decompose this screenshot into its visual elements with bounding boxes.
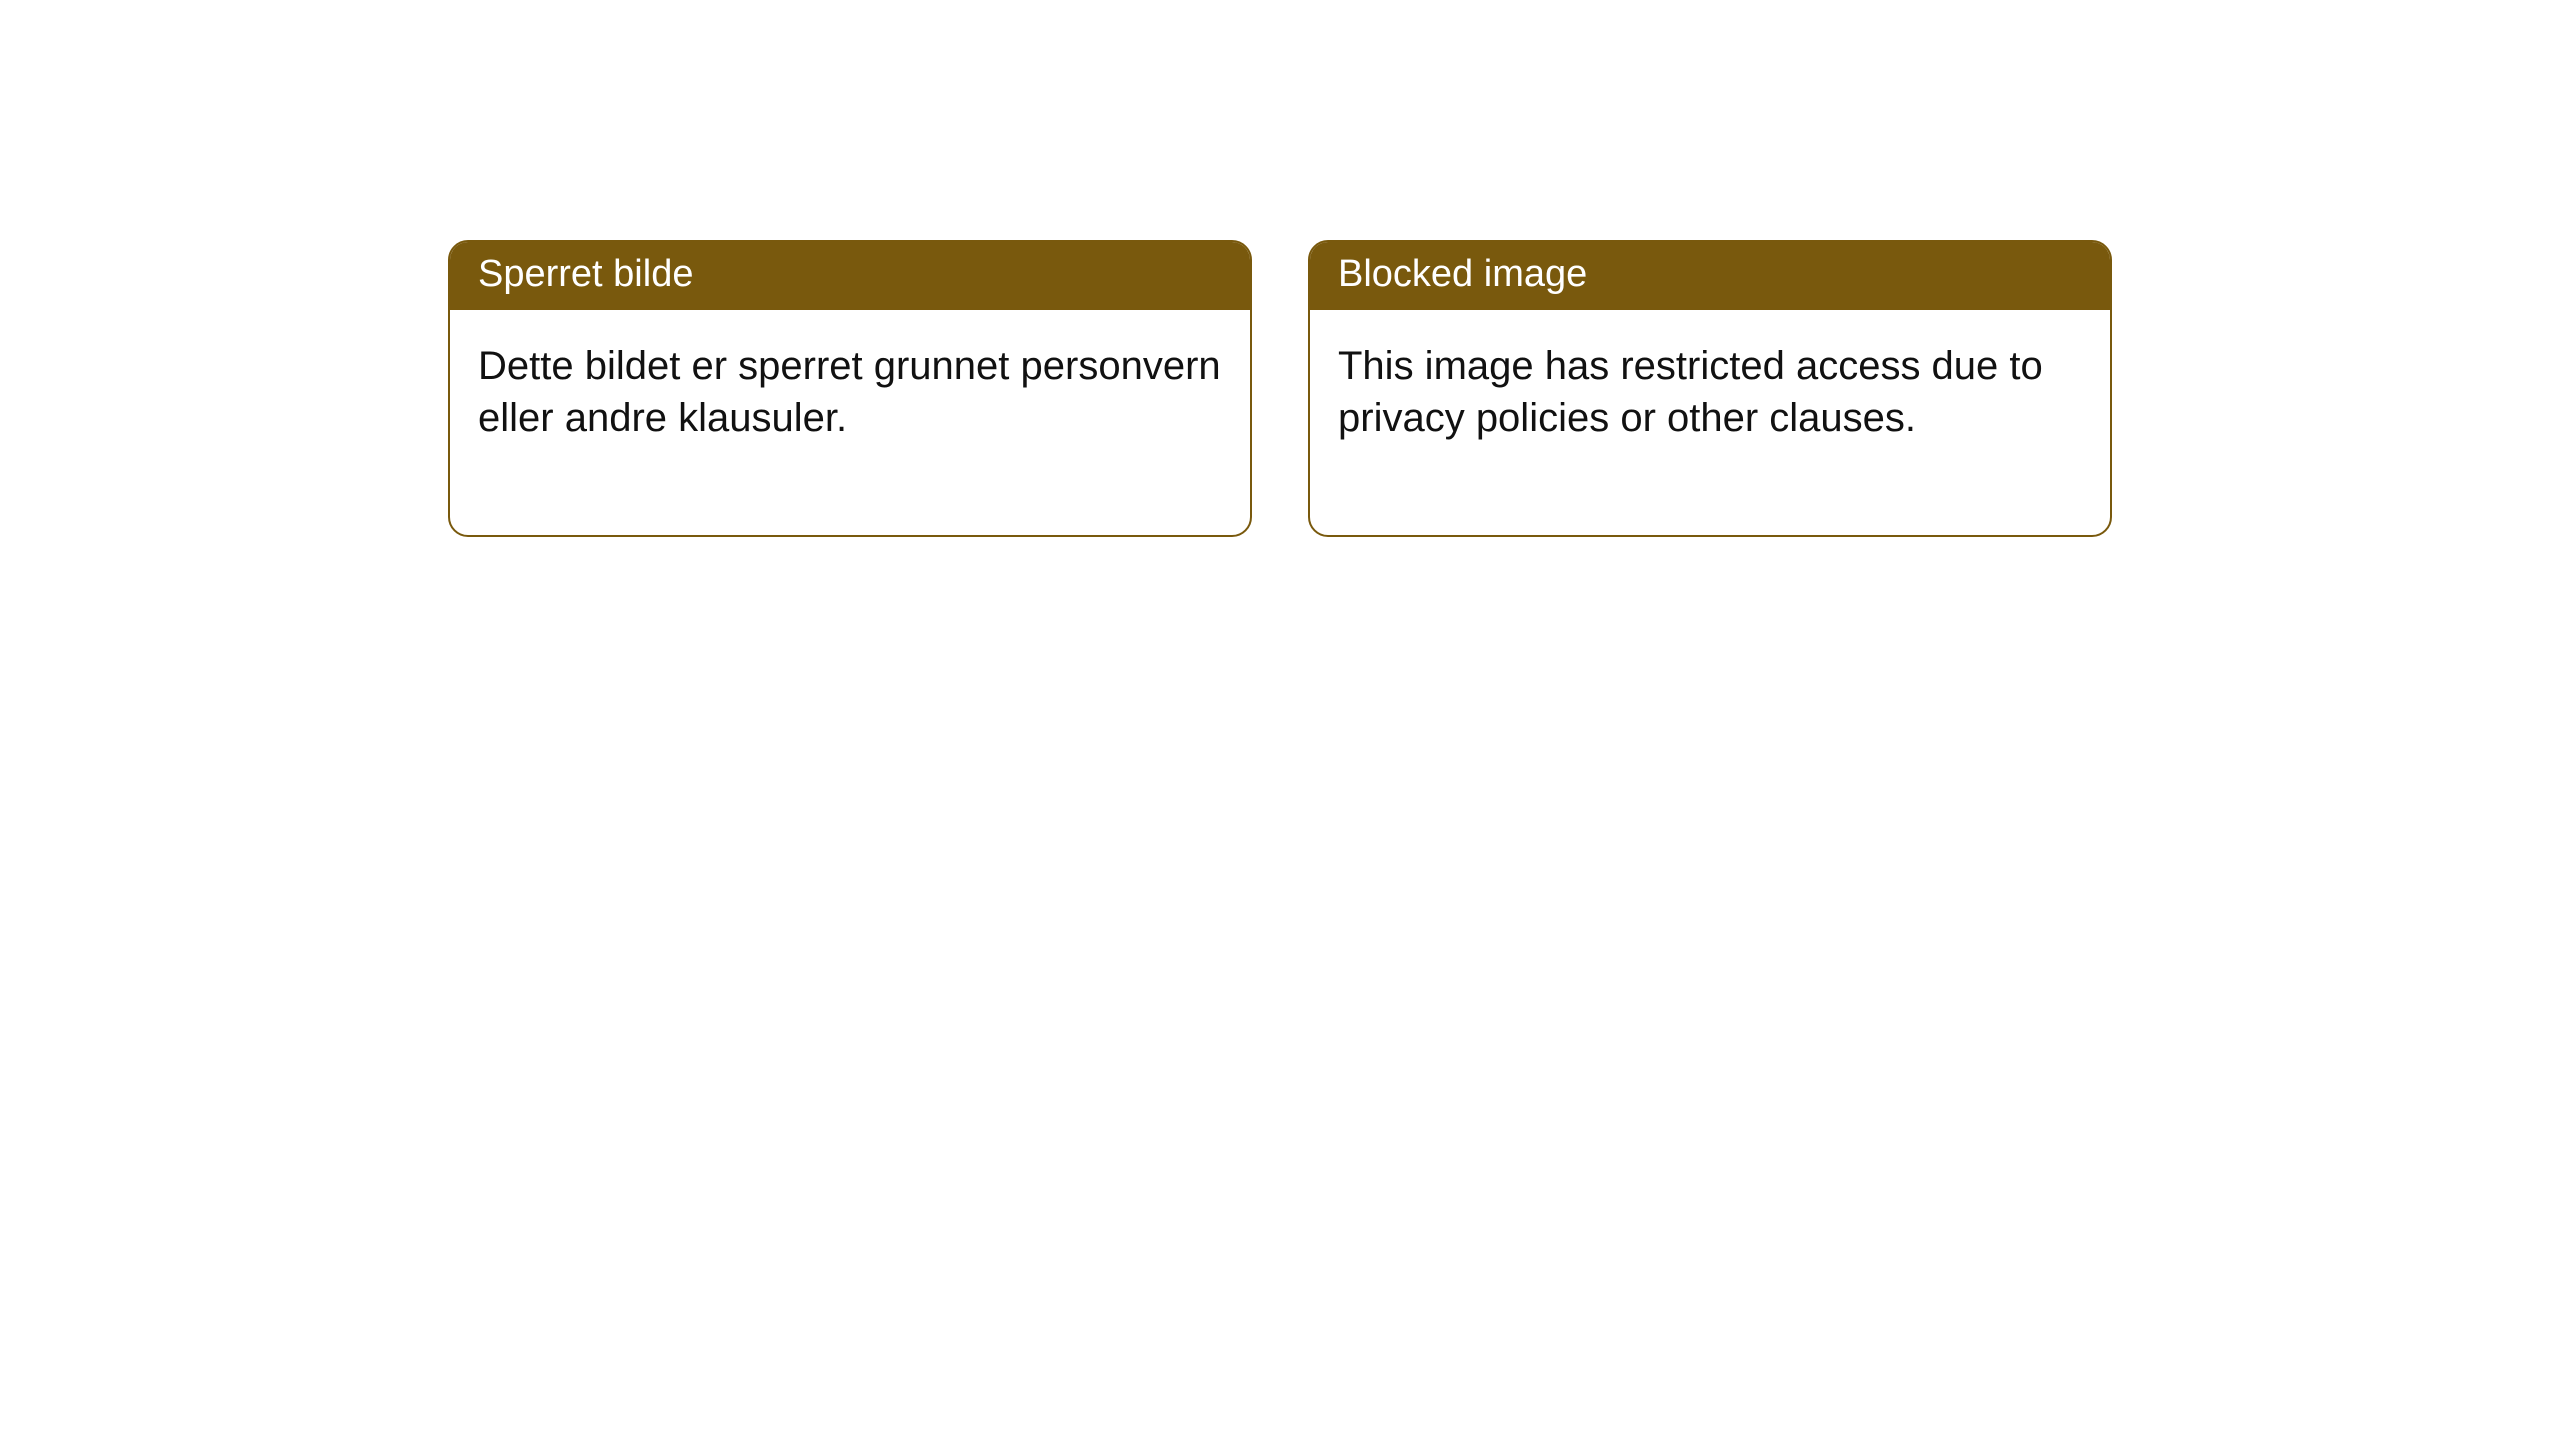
notice-card-norwegian: Sperret bilde Dette bildet er sperret gr… [448, 240, 1252, 537]
notice-card-english: Blocked image This image has restricted … [1308, 240, 2112, 537]
notice-title-norwegian: Sperret bilde [450, 242, 1250, 310]
notice-body-norwegian: Dette bildet er sperret grunnet personve… [450, 310, 1250, 536]
notice-body-english: This image has restricted access due to … [1310, 310, 2110, 536]
notice-container: Sperret bilde Dette bildet er sperret gr… [0, 0, 2560, 537]
notice-title-english: Blocked image [1310, 242, 2110, 310]
